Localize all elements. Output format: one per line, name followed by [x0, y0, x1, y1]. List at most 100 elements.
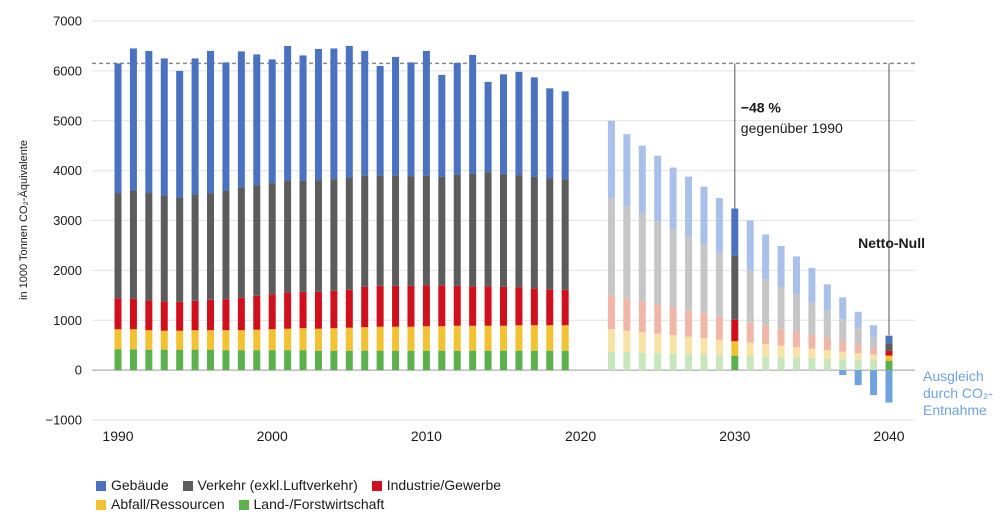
- bar-2005-gebude: [345, 45, 353, 178]
- bar-2003-landforstwirtschaft: [314, 350, 322, 371]
- bar-1992-industriegewerbe: [145, 300, 153, 331]
- bar-1995-landforstwirtschaft: [191, 349, 199, 371]
- bar-2013-gebude: [469, 54, 477, 174]
- bar-2010-verkehrexklluftverkehr: [422, 175, 430, 286]
- annotation-entnahme: Entnahme: [923, 402, 987, 418]
- bar-2017-landforstwirtschaft: [530, 350, 538, 371]
- bar-2028-gebude: [700, 186, 708, 245]
- bar-2039-gebude: [870, 325, 878, 338]
- bar-2017-verkehrexklluftverkehr: [530, 176, 538, 289]
- bar-2018-abfallressourcen: [546, 325, 554, 351]
- bar-2014-abfallressourcen: [484, 325, 492, 351]
- bar-2005-abfallressourcen: [345, 327, 353, 351]
- legend-label-abfall: Abfall/Ressourcen: [111, 496, 225, 512]
- bar-2028-abfallressourcen: [700, 338, 708, 355]
- bar-2012-verkehrexklluftverkehr: [453, 174, 461, 286]
- bar-2027-verkehrexklluftverkehr: [685, 236, 693, 311]
- bar-2039-verkehrexklluftverkehr: [870, 337, 878, 349]
- y-tick-label: 4000: [53, 163, 82, 178]
- bar-2000-verkehrexklluftverkehr: [268, 183, 276, 295]
- bar-1999-gebude: [253, 54, 261, 186]
- bar-2008-landforstwirtschaft: [392, 350, 400, 371]
- bar-2025-gebude: [654, 155, 662, 221]
- bar-1991-verkehrexklluftverkehr: [129, 190, 137, 299]
- bar-2019-verkehrexklluftverkehr: [561, 179, 569, 290]
- bar-2001-landforstwirtschaft: [284, 350, 292, 371]
- bar-2001-industriegewerbe: [284, 292, 292, 329]
- annotation-minus-48-percent: −48 %: [741, 99, 782, 115]
- bar-2015-abfallressourcen: [500, 325, 507, 351]
- bar-2003-industriegewerbe: [314, 291, 322, 329]
- bar-2013-landforstwirtschaft: [469, 350, 477, 371]
- bar-1990-industriegewerbe: [114, 298, 122, 330]
- y-tick-label: 5000: [53, 113, 82, 128]
- bar-2036-industriegewerbe: [823, 337, 831, 351]
- bar-2024-gebude: [638, 145, 646, 214]
- bar-1996-abfallressourcen: [207, 330, 215, 350]
- bar-2026-gebude: [669, 167, 677, 229]
- bar-2002-landforstwirtschaft: [299, 350, 307, 371]
- bar-2014-gebude: [484, 81, 492, 173]
- annotation-ausgleich: Ausgleich: [923, 368, 984, 384]
- bar-2003-abfallressourcen: [314, 328, 322, 351]
- bar-1998-gebude: [237, 51, 245, 188]
- bar-2014-landforstwirtschaft: [484, 350, 492, 371]
- bar-2013-abfallressourcen: [469, 325, 477, 351]
- bar-2023-gebude: [623, 134, 631, 206]
- bar-2031-gebude: [746, 220, 754, 271]
- bar-2011-verkehrexklluftverkehr: [438, 176, 446, 286]
- bar-2031-landforstwirtschaft: [746, 356, 754, 371]
- bar-1991-landforstwirtschaft: [129, 349, 137, 371]
- bar-1999-abfallressourcen: [253, 329, 261, 351]
- annotation-netto-null: Netto-Null: [858, 235, 925, 251]
- bar-2022-abfallressourcen: [607, 329, 615, 352]
- bar-2038-industriegewerbe: [854, 344, 862, 354]
- bar-2035-industriegewerbe: [808, 334, 816, 349]
- bar-1992-verkehrexklluftverkehr: [145, 193, 153, 301]
- legend-item-industrie: Industrie/Gewerbe: [371, 476, 502, 495]
- bar-1990-gebude: [114, 63, 122, 194]
- bar-2030-gebude: [731, 208, 739, 256]
- x-tick-label: 2000: [257, 428, 288, 444]
- bar-2034-verkehrexklluftverkehr: [792, 294, 800, 332]
- bar-2018-landforstwirtschaft: [546, 350, 554, 371]
- bar-2016-landforstwirtschaft: [515, 350, 523, 371]
- y-axis-label: in 1000 Tonnen CO₂-Äquivalente: [18, 140, 30, 300]
- y-tick-label: 1000: [53, 313, 82, 328]
- bar-2004-industriegewerbe: [330, 290, 338, 329]
- bar-2023-industriegewerbe: [623, 298, 631, 331]
- bar-2007-industriegewerbe: [376, 285, 384, 327]
- bar-1993-industriegewerbe: [160, 301, 168, 331]
- bar-2012-industriegewerbe: [453, 285, 461, 326]
- bar-2038-abfallressourcen: [854, 353, 862, 360]
- bar-2035-gebude: [808, 267, 816, 303]
- legend-label-industrie: Industrie/Gewerbe: [386, 477, 502, 493]
- bar-2012-abfallressourcen: [453, 325, 461, 351]
- x-tick-label: 1990: [102, 428, 133, 444]
- bar-2010-landforstwirtschaft: [422, 350, 430, 371]
- bar-2039-industriegewerbe: [870, 348, 878, 355]
- bar-2029-verkehrexklluftverkehr: [715, 253, 723, 317]
- bar-2017-industriegewerbe: [530, 288, 538, 326]
- bar-2024-industriegewerbe: [638, 301, 646, 333]
- bar-2000-abfallressourcen: [268, 329, 276, 351]
- bar-2007-abfallressourcen: [376, 326, 384, 351]
- bar-2035-abfallressourcen: [808, 348, 816, 359]
- bar-2001-verkehrexklluftverkehr: [284, 180, 292, 293]
- bar-2027-abfallressourcen: [685, 336, 693, 355]
- bar-2027-gebude: [685, 176, 693, 237]
- bar-2036-gebude: [823, 284, 831, 311]
- emissions-chart: −1000 0 1000 2000 3000 4000 5000 6000 7000 1990 2…: [18, 14, 993, 445]
- bar-1991-abfallressourcen: [129, 329, 137, 350]
- bar-1997-abfallressourcen: [222, 330, 230, 351]
- bar-2018-gebude: [546, 88, 554, 179]
- legend-item-verkehr: Verkehr (exkl.Luftverkehr): [182, 476, 358, 495]
- bar-1994-gebude: [176, 70, 184, 198]
- bar-2002-gebude: [299, 55, 307, 181]
- bar-1998-verkehrexklluftverkehr: [237, 187, 245, 298]
- y-tick-label: −1000: [45, 413, 82, 428]
- bar-2039-abfallressourcen: [870, 354, 878, 361]
- bar-2003-verkehrexklluftverkehr: [314, 180, 322, 292]
- legend-row-1: Gebäude Verkehr (exkl.Luftverkehr) Indus…: [96, 476, 511, 495]
- bar-2036-landforstwirtschaft: [823, 358, 831, 371]
